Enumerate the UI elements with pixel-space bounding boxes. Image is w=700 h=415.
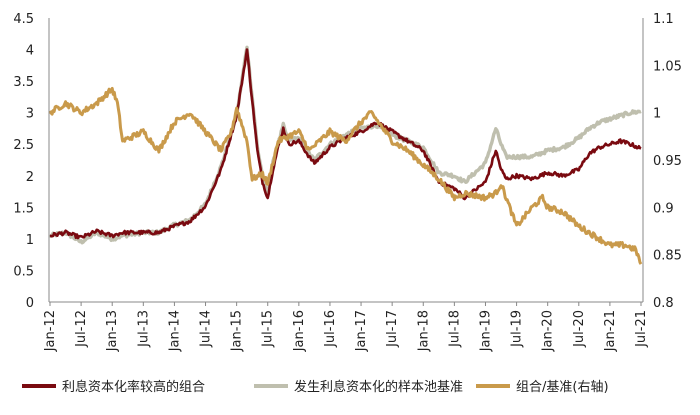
left-tick-label: 4.5 [13,12,34,27]
left-tick-label: 4 [26,44,34,59]
left-tick-label: 3 [26,107,34,122]
right-tick-label: 0.85 [653,249,682,264]
x-tick-label: Jul-20 [572,310,587,348]
right-tick-label: 1.05 [653,59,682,74]
x-tick-label: Jul-15 [261,310,276,348]
right-tick-label: 0.95 [653,154,682,169]
left-tick-label: 3.5 [13,75,34,90]
right-tick-label: 0.8 [653,296,674,311]
x-tick-label: Jul-19 [510,310,525,348]
x-tick-label: Jan-16 [292,310,307,352]
x-tick-label: Jan-15 [230,310,245,352]
x-tick-label: Jan-13 [105,310,120,352]
x-tick-label: Jan-12 [43,310,58,352]
right-tick-label: 1 [653,107,661,122]
x-tick-label: Jan-17 [354,310,369,352]
left-tick-label: 0 [26,296,34,311]
x-tick-label: Jul-17 [385,310,400,348]
plot-area [48,45,643,265]
axes: 0 0.5 1 1.5 2 2.5 3 3.5 4 4.5 0.8 0.85 0.9 0.95 1 1.05 1… [13,12,682,352]
x-tick-label: Jan-14 [167,310,182,352]
right-tick-label: 1.1 [653,12,674,27]
x-tick-label: Jan-20 [541,310,556,352]
left-tick-label: 2 [26,170,34,185]
series-line-2 [48,86,643,265]
left-tick-label: 1.5 [13,201,34,216]
legend-label-2: 组合/基准(右轴) [516,380,609,395]
x-tick-label: Jul-21 [634,310,649,348]
legend-label-1: 发生利息资本化的样本池基准 [294,379,463,395]
left-tick-label: 0.5 [13,264,34,279]
series-line-1 [48,45,642,245]
x-tick-label: Jul-18 [447,310,462,348]
left-tick-label: 2.5 [13,138,34,153]
right-tick-label: 0.9 [653,201,674,216]
legend-label-0: 利息资本化率较高的组合 [62,379,205,395]
x-tick-label: Jan-18 [416,310,431,352]
x-tick-label: Jan-21 [603,310,618,352]
x-tick-label: Jul-16 [323,310,338,348]
x-tick-label: Jul-13 [136,310,151,348]
x-tick-label: Jan-19 [478,310,493,352]
x-tick-label: Jul-12 [74,310,89,348]
left-tick-label: 1 [26,233,34,248]
legend: 利息资本化率较高的组合 发生利息资本化的样本池基准 组合/基准(右轴) [22,379,609,395]
x-tick-label: Jul-14 [199,310,214,348]
